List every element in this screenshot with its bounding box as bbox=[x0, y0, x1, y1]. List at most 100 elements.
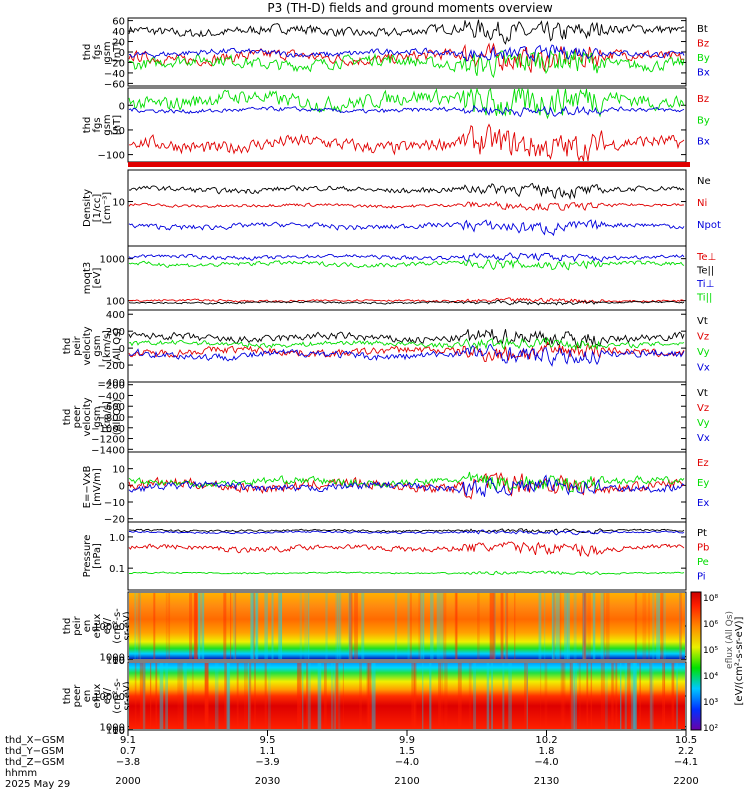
spectrogram-stripe bbox=[254, 663, 256, 729]
spectrogram-stripe bbox=[500, 593, 504, 659]
spectrogram-stripe bbox=[676, 663, 678, 729]
ytick-label: 1000 bbox=[100, 723, 125, 734]
spectrogram-stripe bbox=[418, 593, 422, 659]
spectrogram-stripe bbox=[153, 593, 156, 659]
ytick-label: −60 bbox=[104, 79, 125, 90]
panel-peer_velocity: −200−400−600−800−1000−1200−1400thdpeerve… bbox=[62, 381, 710, 457]
panel-pressure: 1.0 0.1 Pressure[nPa] Pt Pb Pe Pi bbox=[82, 521, 709, 591]
spectrogram-stripe bbox=[247, 663, 251, 729]
x-row-label: hhmm bbox=[5, 768, 37, 779]
spectrogram-stripe bbox=[223, 593, 227, 659]
spectrogram-stripe bbox=[473, 663, 477, 729]
y-axis-label-line: [cm⁻³] bbox=[102, 192, 113, 224]
spectrogram-stripe bbox=[342, 663, 344, 729]
spectrogram-stripe bbox=[650, 663, 654, 729]
ytick-label: 10 bbox=[112, 465, 125, 476]
y-axis-label-line: thd bbox=[62, 688, 73, 705]
spectrogram-stripe bbox=[420, 593, 423, 659]
y-axis-label-line: (All Qs) bbox=[112, 328, 123, 365]
spectrogram-stripe bbox=[134, 663, 137, 729]
legend-Pt: Pt bbox=[697, 528, 707, 539]
y-axis-label-line: thd bbox=[62, 409, 73, 426]
panel-frame bbox=[127, 521, 687, 591]
spectrogram-stripe bbox=[394, 593, 398, 659]
legend-Vx: Vx bbox=[697, 363, 710, 374]
legend-Vy: Vy bbox=[697, 418, 710, 429]
spectrogram-stripe bbox=[600, 663, 605, 729]
series-Pb bbox=[128, 541, 685, 558]
y-axis-label-line: [nT] bbox=[112, 115, 123, 135]
x-value-z: −3.9 bbox=[255, 757, 279, 768]
spectrogram-stripe bbox=[233, 593, 236, 659]
x-value-x: 9.1 bbox=[120, 735, 136, 746]
y-axis-label-line: thd bbox=[62, 618, 73, 635]
spectrogram-stripe bbox=[179, 663, 183, 729]
spectrogram-stripe bbox=[526, 663, 528, 729]
y-axis-label-line: velocity bbox=[82, 326, 93, 365]
spectrogram-stripe bbox=[492, 593, 496, 659]
spectrogram-stripe bbox=[198, 593, 201, 659]
spectrogram-stripe bbox=[183, 663, 187, 729]
y-axis-label-line: gsm bbox=[102, 114, 113, 135]
x-value-x: 9.5 bbox=[260, 735, 276, 746]
ytick-label: −1000 bbox=[91, 424, 125, 435]
ytick-label: −10 bbox=[104, 498, 125, 509]
spectrogram-stripe bbox=[582, 593, 586, 659]
spectrogram-stripe bbox=[671, 663, 675, 729]
colorbar-tick: 10⁶ bbox=[703, 620, 718, 630]
spectrogram-stripe bbox=[264, 593, 268, 659]
legend-Bz: Bz bbox=[697, 94, 709, 105]
y-axis-label-line: Density bbox=[82, 189, 93, 227]
spectrogram-stripe bbox=[230, 593, 232, 659]
legend-Vz: Vz bbox=[697, 332, 709, 343]
spectrogram-stripe bbox=[411, 663, 416, 729]
spectrogram-stripe bbox=[354, 593, 358, 659]
spectrogram-stripe bbox=[149, 663, 152, 729]
ytick-label: 20 bbox=[112, 38, 125, 49]
ytick-label: −200 bbox=[98, 381, 125, 392]
y-axis-label-line: thd bbox=[82, 44, 93, 61]
ytick-label: 100 bbox=[106, 297, 125, 308]
ytick-label: 1000 bbox=[100, 653, 125, 664]
spectrogram-stripe bbox=[600, 593, 605, 659]
spectrogram-stripe bbox=[440, 663, 444, 729]
legend-By: By bbox=[697, 53, 710, 64]
spectrogram-stripe bbox=[573, 593, 577, 659]
y-axis-label-line: sr-eV) bbox=[122, 681, 133, 710]
spectrogram-stripe bbox=[514, 593, 516, 659]
ytick-label: 10000 bbox=[93, 692, 125, 703]
spectrogram-stripe bbox=[142, 663, 146, 729]
spectrogram-stripe bbox=[371, 663, 376, 729]
spectrogram-stripe bbox=[573, 663, 577, 729]
ytick-label: −600 bbox=[98, 402, 125, 413]
spectrogram-stripe bbox=[630, 663, 635, 729]
ytick-label: −1200 bbox=[91, 435, 125, 446]
y-axis-label-line: [km/s] bbox=[102, 330, 113, 362]
spectrogram-stripe bbox=[611, 663, 614, 729]
y-axis-label-line: eV/ bbox=[102, 617, 113, 634]
series-Vt bbox=[128, 329, 685, 349]
legend-Pi: Pi bbox=[697, 572, 706, 583]
y-axis-label-line: thd bbox=[82, 117, 93, 134]
y-axis-label-line: eflux bbox=[92, 614, 103, 639]
spectrogram-stripe bbox=[649, 663, 652, 729]
series-Te|| bbox=[128, 299, 685, 306]
series-Bt bbox=[128, 19, 684, 45]
spectrogram-stripe bbox=[564, 663, 566, 729]
panel-frame bbox=[127, 451, 687, 523]
spectrogram-stripe bbox=[198, 593, 201, 659]
spectrogram-stripe bbox=[155, 663, 158, 729]
spectrogram-stripe bbox=[249, 663, 252, 729]
spectrogram-stripe bbox=[296, 663, 301, 729]
spectrogram-stripe bbox=[648, 593, 650, 659]
x-value-y: 2.2 bbox=[678, 746, 694, 757]
spectrogram-stripe bbox=[191, 663, 194, 729]
spectrogram-stripe bbox=[243, 663, 248, 729]
y-axis-label-line: eV/ bbox=[102, 687, 113, 704]
x-value-x: 10.5 bbox=[675, 735, 697, 746]
spectrogram-stripe bbox=[189, 593, 193, 659]
spectrogram-stripe bbox=[168, 593, 171, 659]
ytick-label: 40 bbox=[112, 27, 125, 38]
